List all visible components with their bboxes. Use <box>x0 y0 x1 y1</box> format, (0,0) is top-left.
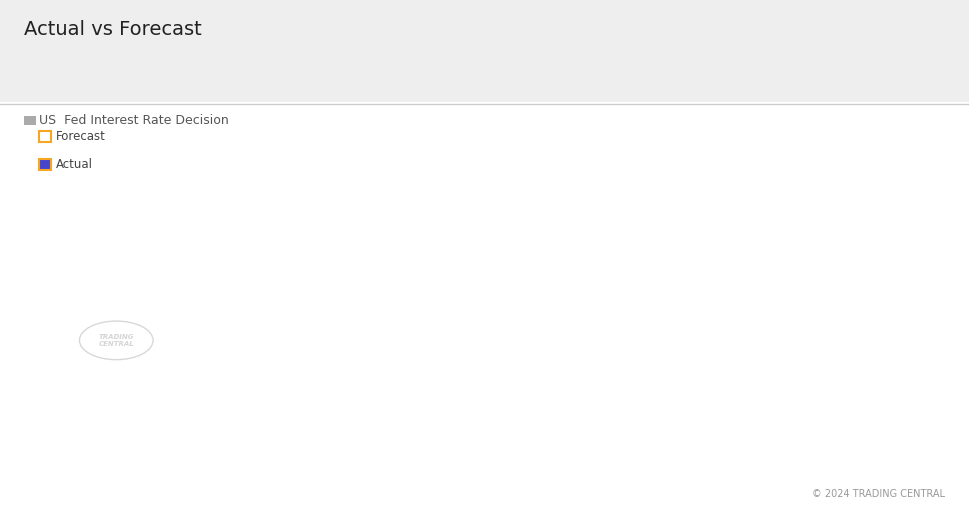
Text: Actual: Actual <box>56 158 93 171</box>
Bar <box>849 129 879 394</box>
Bar <box>551 141 581 394</box>
Text: US  Fed Interest Rate Decision: US Fed Interest Rate Decision <box>39 114 229 127</box>
Bar <box>594 129 624 394</box>
Bar <box>509 129 540 394</box>
Bar <box>84 345 114 394</box>
Bar <box>678 129 709 394</box>
Bar <box>721 129 752 394</box>
Bar <box>551 129 581 394</box>
Bar <box>849 129 879 394</box>
Bar <box>423 141 454 394</box>
Bar <box>381 165 412 394</box>
Bar <box>678 129 709 394</box>
Bar <box>211 237 242 394</box>
Bar <box>339 177 369 394</box>
Bar <box>721 129 752 394</box>
Bar <box>637 129 667 394</box>
Bar <box>169 261 200 394</box>
Bar <box>806 129 836 394</box>
Bar <box>339 165 369 394</box>
Text: © 2024 TRADING CENTRAL: © 2024 TRADING CENTRAL <box>812 489 945 499</box>
Bar <box>254 213 284 394</box>
Bar <box>764 129 795 394</box>
Bar <box>466 141 497 394</box>
Text: Actual vs Forecast: Actual vs Forecast <box>24 20 202 39</box>
Text: TRADING
CENTRAL: TRADING CENTRAL <box>99 334 134 347</box>
Bar <box>42 382 72 394</box>
Bar <box>297 189 327 394</box>
Bar <box>42 378 72 394</box>
Bar <box>297 177 327 394</box>
Bar <box>84 358 114 394</box>
Bar <box>466 153 497 394</box>
Bar <box>126 297 157 394</box>
Bar <box>423 153 454 394</box>
Bar <box>806 129 836 394</box>
Bar <box>211 225 242 394</box>
Bar <box>254 201 284 394</box>
Bar <box>637 129 667 394</box>
Bar <box>381 153 412 394</box>
Text: Forecast: Forecast <box>56 130 106 143</box>
Bar <box>594 129 624 394</box>
Bar <box>509 141 540 394</box>
Bar <box>169 273 200 394</box>
Bar <box>764 129 795 394</box>
Bar <box>126 309 157 394</box>
